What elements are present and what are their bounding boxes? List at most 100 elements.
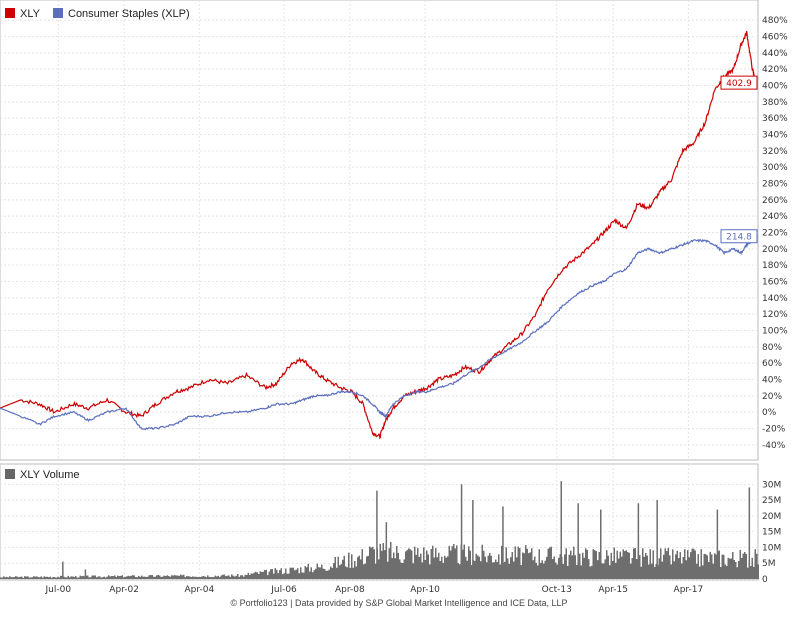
volume-bar [433, 557, 435, 579]
price-y-tick-label: 80% [762, 343, 782, 353]
volume-bar [364, 563, 366, 579]
volume-bar [274, 568, 276, 579]
volume-bar [202, 575, 204, 579]
volume-bar [597, 560, 599, 579]
volume-bar [153, 576, 155, 579]
volume-bar [532, 560, 534, 579]
volume-bar [627, 552, 629, 579]
volume-peak-bar [656, 500, 658, 579]
volume-bar [409, 549, 411, 579]
volume-bar [513, 561, 515, 579]
volume-bar [22, 577, 24, 579]
volume-bar [223, 574, 225, 579]
volume-bar [651, 563, 653, 579]
volume-bar [543, 563, 545, 579]
volume-bar [484, 556, 486, 579]
volume-bar [589, 566, 591, 579]
volume-bar [738, 560, 740, 579]
volume-bar [313, 570, 315, 579]
volume-bar [541, 560, 543, 579]
volume-bar [16, 576, 18, 579]
volume-bar [393, 552, 395, 579]
volume-bar [721, 554, 723, 579]
volume-bar [70, 576, 72, 579]
volume-bar [256, 572, 258, 579]
volume-bar [238, 576, 240, 579]
volume-peak-bar [62, 561, 64, 579]
volume-bar [72, 576, 74, 579]
volume-bar [559, 554, 561, 579]
volume-bar [307, 563, 309, 579]
volume-bar [702, 565, 704, 579]
volume-bar [171, 575, 173, 579]
volume-bar [219, 577, 221, 579]
volume-bar [616, 550, 618, 579]
volume-bar [672, 549, 674, 579]
volume-bar [229, 576, 231, 579]
volume-bar [261, 571, 263, 579]
volume-bar [415, 554, 417, 579]
volume-bar [306, 567, 308, 579]
volume-bar [735, 561, 737, 579]
volume-bar [418, 556, 420, 579]
volume-bar [556, 564, 558, 579]
volume-bar [756, 553, 758, 579]
volume-bar [379, 543, 381, 579]
legend-label-xly: XLY [20, 8, 41, 20]
volume-bar [402, 563, 404, 579]
price-y-tick-label: 260% [762, 196, 788, 206]
legend-label-volume: XLY Volume [20, 469, 80, 481]
volume-bar [483, 550, 485, 579]
volume-bar [705, 554, 707, 579]
volume-bar [33, 576, 35, 579]
volume-bar [240, 575, 242, 579]
volume-bar [553, 556, 555, 579]
volume-bar [54, 577, 56, 579]
volume-bar [136, 577, 138, 579]
volume-bar [421, 562, 423, 579]
volume-bar [630, 563, 632, 579]
volume-bar [99, 576, 101, 579]
volume-bar [660, 548, 662, 579]
volume-bar [598, 551, 600, 579]
volume-bar [76, 577, 78, 579]
volume-bar [723, 554, 725, 579]
volume-bar [135, 577, 137, 579]
volume-bar [648, 564, 650, 579]
volume-bar [667, 547, 669, 579]
volume-bar [159, 575, 161, 579]
volume-bar [517, 546, 519, 579]
volume-bar [108, 575, 110, 579]
volume-bar [328, 569, 330, 579]
volume-bar [340, 564, 342, 579]
volume-bar [304, 566, 306, 579]
volume-bar [169, 576, 171, 579]
volume-bar [82, 575, 84, 579]
volume-bar [205, 577, 207, 579]
xlp-last-value: 214.8 [726, 233, 752, 243]
volume-bar [496, 562, 498, 579]
volume-bar [6, 576, 8, 579]
volume-bar [297, 568, 299, 579]
volume-bar [495, 559, 497, 579]
legend-swatch-xly [5, 8, 15, 18]
volume-bar [447, 556, 449, 579]
volume-bar [78, 577, 80, 579]
price-y-tick-label: 100% [762, 327, 788, 337]
xly-last-value: 402.9 [726, 79, 752, 89]
volume-bar [214, 575, 216, 579]
volume-bar [426, 550, 428, 579]
volume-bar [466, 560, 468, 579]
price-y-tick-label: 220% [762, 229, 788, 239]
volume-bar [249, 574, 251, 579]
volume-bar [207, 575, 209, 579]
volume-bar [300, 567, 302, 579]
volume-bar [264, 570, 266, 579]
volume-bar [220, 575, 222, 579]
x-tick-label: Apr-08 [335, 585, 365, 595]
volume-bar [189, 576, 191, 579]
volume-bar [132, 575, 134, 579]
volume-bar [141, 575, 143, 579]
volume-bar [397, 552, 399, 579]
volume-bar [591, 565, 593, 579]
